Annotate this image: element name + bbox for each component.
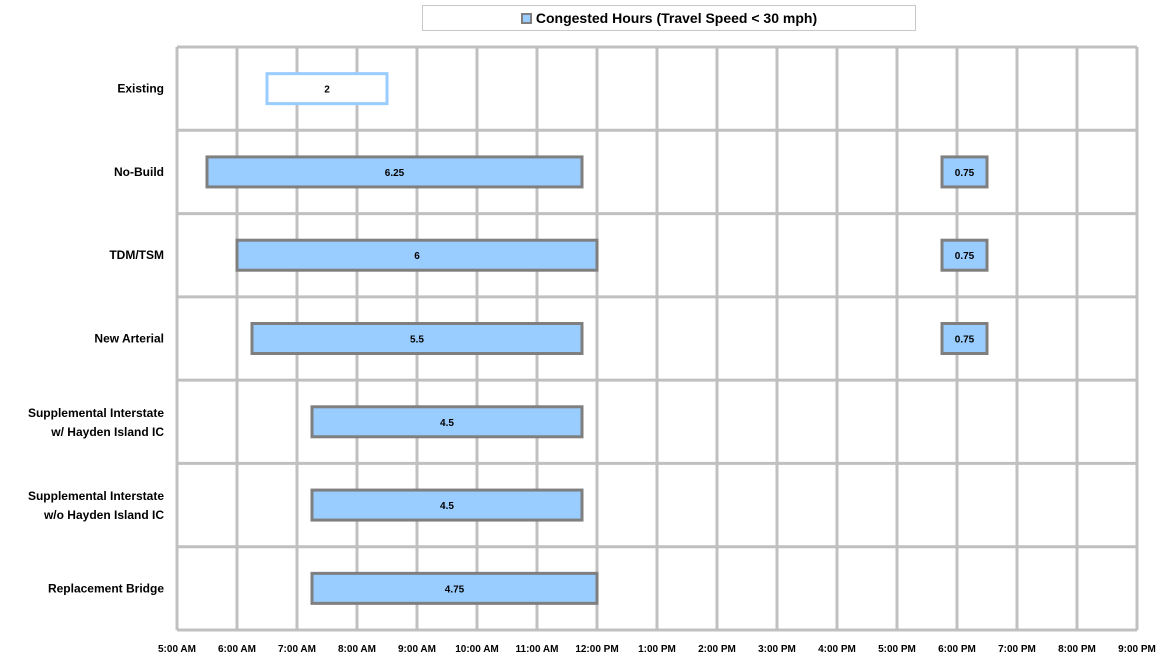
x-tick-label: 7:00 PM bbox=[998, 644, 1036, 655]
x-tick-label: 5:00 PM bbox=[878, 644, 916, 655]
bar bbox=[250, 322, 584, 355]
bar bbox=[205, 155, 584, 189]
x-tick-label: 2:00 PM bbox=[698, 644, 736, 655]
x-tick-label: 7:00 AM bbox=[278, 644, 316, 655]
bar-label: 5.5 bbox=[410, 335, 424, 346]
x-tick-label: 9:00 PM bbox=[1118, 644, 1156, 655]
bar bbox=[940, 322, 989, 355]
category-label: New Arterial bbox=[94, 332, 164, 346]
bar bbox=[310, 488, 584, 522]
x-tick-label: 8:00 AM bbox=[338, 644, 376, 655]
bar-label: 0.75 bbox=[955, 335, 975, 346]
x-tick-label: 8:00 PM bbox=[1058, 644, 1096, 655]
category-label: TDM/TSM bbox=[109, 248, 164, 262]
bar-label: 0.75 bbox=[955, 251, 975, 262]
category-label: Existing bbox=[117, 82, 164, 96]
x-tick-label: 3:00 PM bbox=[758, 644, 796, 655]
bar-label: 0.75 bbox=[955, 168, 975, 179]
bar-label: 4.75 bbox=[445, 584, 465, 595]
category-label: Supplemental Interstate w/o Hayden Island… bbox=[28, 489, 164, 522]
x-tick-label: 5:00 AM bbox=[158, 644, 196, 655]
x-tick-label: 1:00 PM bbox=[638, 644, 676, 655]
legend-label: Congested Hours (Travel Speed < 30 mph) bbox=[535, 10, 818, 26]
bar-label: 4.5 bbox=[440, 501, 454, 512]
bar bbox=[940, 155, 989, 189]
bar-label: 4.5 bbox=[440, 418, 454, 429]
legend-swatch bbox=[520, 12, 532, 24]
x-tick-label: 12:00 PM bbox=[575, 644, 618, 655]
bar-label: 6.25 bbox=[385, 168, 405, 179]
bar bbox=[235, 238, 599, 272]
x-tick-label: 9:00 AM bbox=[398, 644, 436, 655]
x-tick-label: 6:00 AM bbox=[218, 644, 256, 655]
bar-label: 2 bbox=[324, 85, 330, 96]
bar bbox=[940, 238, 989, 272]
bar bbox=[265, 72, 389, 106]
legend: Congested Hours (Travel Speed < 30 mph) bbox=[422, 5, 916, 31]
category-label: Replacement Bridge bbox=[48, 581, 164, 595]
bar-label: 6 bbox=[414, 251, 420, 262]
category-label: No-Build bbox=[114, 165, 164, 179]
bar bbox=[310, 405, 584, 439]
category-label: Supplemental Interstate w/ Hayden Island … bbox=[28, 406, 164, 439]
bar bbox=[310, 571, 599, 605]
x-tick-label: 6:00 PM bbox=[938, 644, 976, 655]
x-tick-label: 10:00 AM bbox=[455, 644, 499, 655]
x-tick-label: 4:00 PM bbox=[818, 644, 856, 655]
x-tick-label: 11:00 AM bbox=[516, 644, 559, 655]
